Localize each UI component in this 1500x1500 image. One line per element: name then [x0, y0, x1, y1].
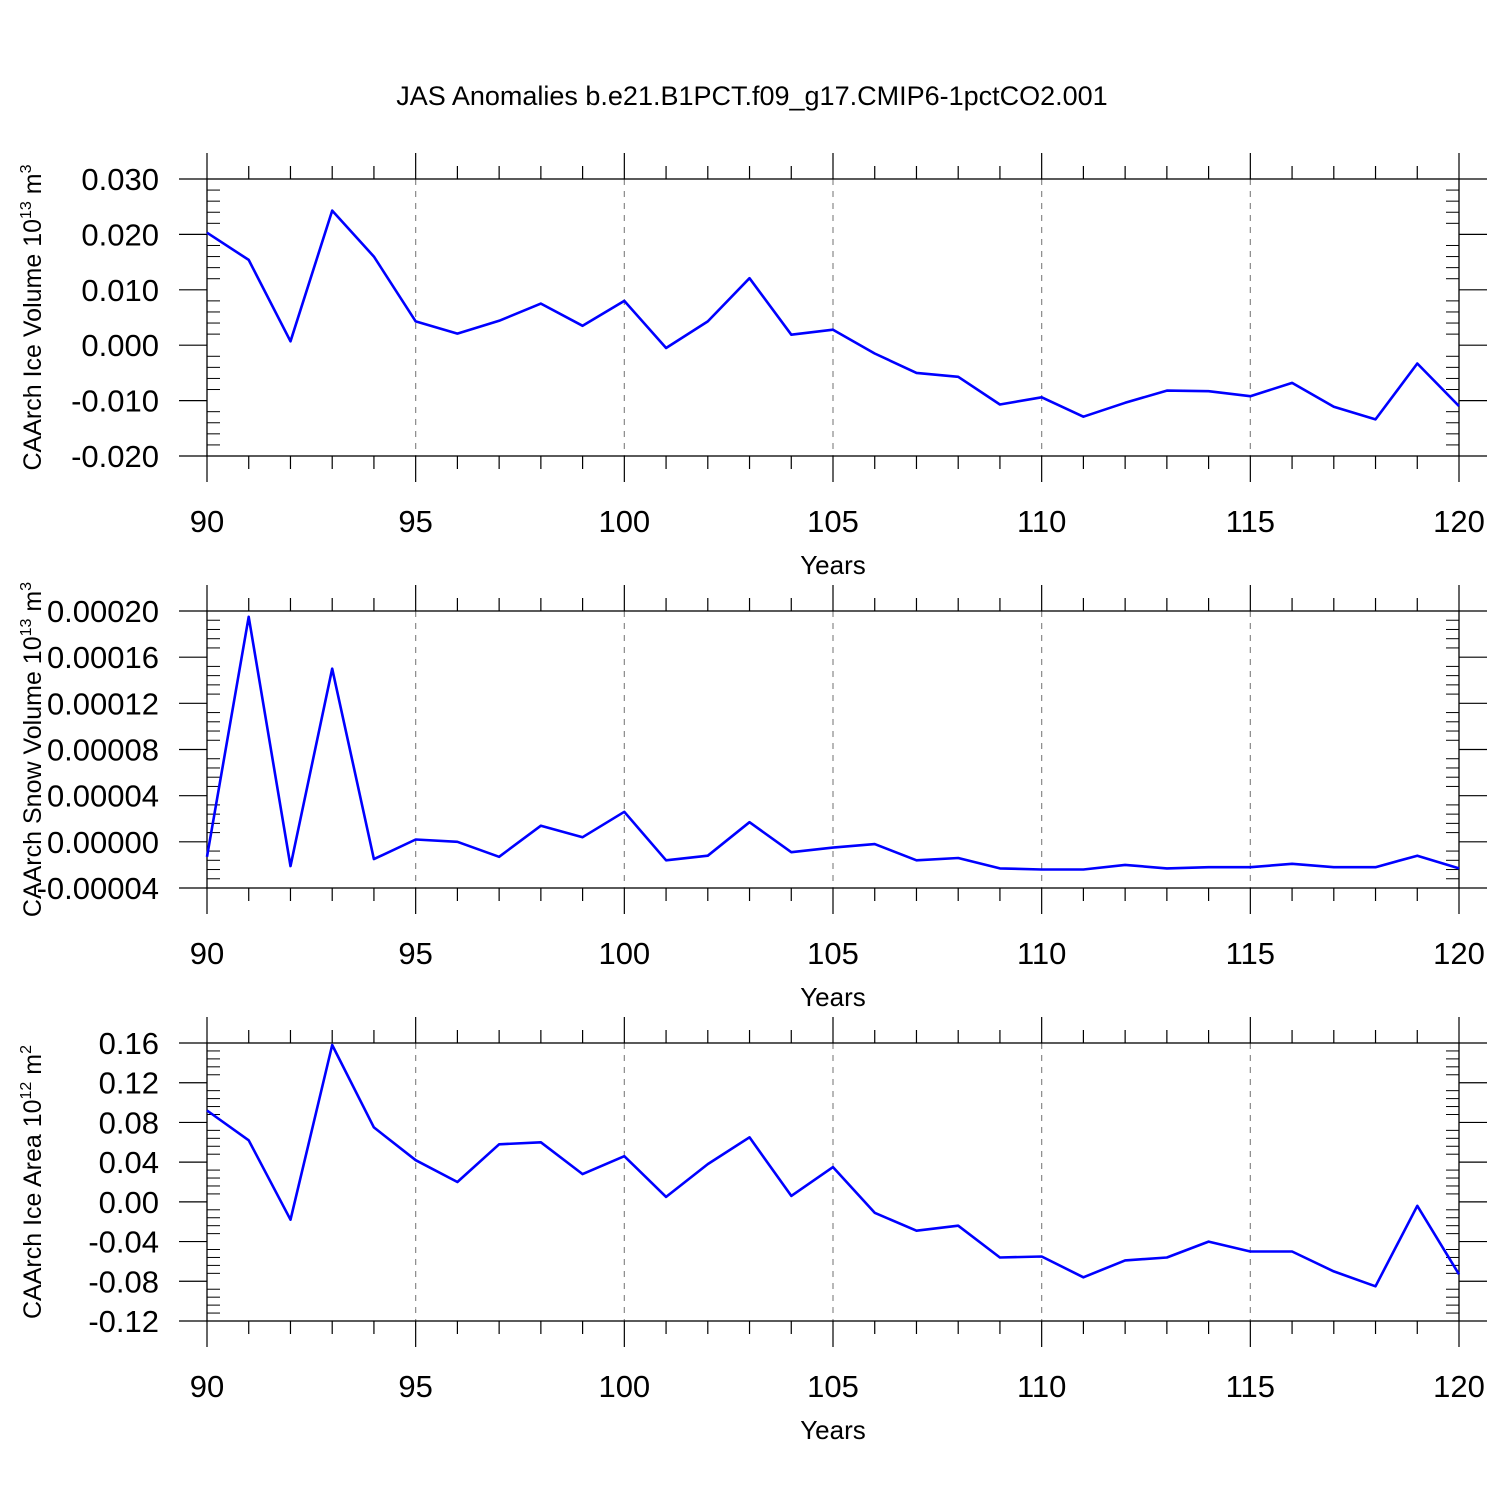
- y-axis-label-unit-exponent: 2: [18, 1045, 35, 1054]
- y-tick-label: 0.00012: [47, 686, 159, 721]
- y-axis-label-unit: m: [19, 173, 47, 201]
- series-line: [205, 615, 1460, 871]
- x-tick-label: 90: [190, 1369, 224, 1404]
- panels: 90 95 100 105 110 115 120 -0.020 -0.010 0.000 0.01…: [18, 153, 1487, 1445]
- x-tick-label: 115: [1226, 1369, 1275, 1404]
- x-axis-label: Years: [800, 1415, 866, 1445]
- y-tick-label: 0.020: [81, 217, 159, 252]
- y-tick-label: -0.00004: [37, 871, 159, 906]
- x-axis-label: Years: [800, 550, 866, 580]
- y-axis-label: CAArch Snow Volume 1013 m3: [18, 582, 47, 917]
- y-axis-label-text: CAArch Snow Volume 10: [19, 636, 47, 917]
- y-tick-label: 0.000: [81, 328, 159, 363]
- x-tick-label: 95: [398, 504, 432, 539]
- y-axis-label-text: CAArch Ice Area 10: [19, 1099, 47, 1319]
- figure-title: JAS Anomalies b.e21.B1PCT.f09_g17.CMIP6-…: [396, 81, 1107, 111]
- x-tick-label: 110: [1017, 504, 1066, 539]
- panel-1: 90 95 100 105 110 115 120 -0.020 -0.010 0.000 0.01…: [18, 153, 1487, 580]
- y-axis-label-unit-exponent: 3: [18, 164, 35, 173]
- x-tick-label: 120: [1433, 1369, 1485, 1404]
- y-axis-label-unit: m: [19, 1054, 47, 1082]
- y-tick-label: -0.020: [71, 439, 159, 474]
- y-tick-label: 0.08: [99, 1105, 159, 1140]
- x-tick-label: 105: [807, 504, 859, 539]
- x-tick-label: 95: [398, 936, 432, 971]
- y-tick-label: 0.04: [99, 1145, 159, 1180]
- y-tick-label: -0.010: [71, 384, 159, 419]
- y-tick-label: -0.12: [88, 1304, 159, 1339]
- y-tick-label: 0.00016: [47, 640, 159, 675]
- y-tick-label: -0.08: [88, 1264, 159, 1299]
- x-tick-label: 115: [1226, 504, 1275, 539]
- y-axis-label-unit-exponent: 3: [18, 582, 35, 591]
- x-tick-label: 110: [1017, 936, 1066, 971]
- y-axis-label: CAArch Ice Area 1012 m2: [18, 1045, 47, 1319]
- x-tick-label: 110: [1017, 1369, 1066, 1404]
- panel-3: 90 95 100 105 110 115 120 -0.12 -0.08 -0.04 0.00 0.…: [18, 1017, 1487, 1445]
- x-tick-label: 90: [190, 504, 224, 539]
- series-line: [206, 1043, 1461, 1288]
- y-tick-label: 0.030: [81, 162, 159, 197]
- y-axis-label-exponent: 13: [18, 201, 35, 219]
- y-axis-label-unit: m: [19, 591, 47, 619]
- y-tick-label: 0.00: [99, 1185, 159, 1220]
- y-tick-label: 0.16: [99, 1026, 159, 1061]
- y-axis-label: CAArch Ice Volume 1013 m3: [18, 164, 47, 470]
- y-axis-label-exponent: 13: [18, 618, 35, 636]
- x-tick-label: 95: [398, 1369, 432, 1404]
- y-tick-label: -0.04: [88, 1225, 159, 1260]
- x-tick-label: 100: [598, 936, 650, 971]
- y-tick-label: 0.00008: [47, 733, 159, 768]
- x-tick-label: 105: [807, 1369, 859, 1404]
- y-tick-label: 0.010: [81, 273, 159, 308]
- y-axis-label-text: CAArch Ice Volume 10: [19, 219, 47, 471]
- y-tick-label: 0.00000: [47, 825, 159, 860]
- x-tick-label: 100: [598, 504, 650, 539]
- y-axis-label-exponent: 12: [18, 1082, 35, 1100]
- panel-2: 90 95 100 105 110 115 120 -0.00004 0.00000 0.0000…: [18, 582, 1487, 1012]
- series-line: [206, 209, 1460, 421]
- x-tick-label: 120: [1433, 504, 1485, 539]
- y-tick-label: 0.00020: [47, 594, 159, 629]
- y-tick-label: 0.00004: [47, 779, 159, 814]
- x-axis-label: Years: [800, 982, 866, 1012]
- x-tick-label: 105: [807, 936, 859, 971]
- y-tick-label: 0.12: [99, 1066, 159, 1101]
- x-tick-label: 115: [1226, 936, 1275, 971]
- x-tick-label: 100: [598, 1369, 650, 1404]
- x-tick-label: 90: [190, 936, 224, 971]
- x-tick-label: 120: [1433, 936, 1485, 971]
